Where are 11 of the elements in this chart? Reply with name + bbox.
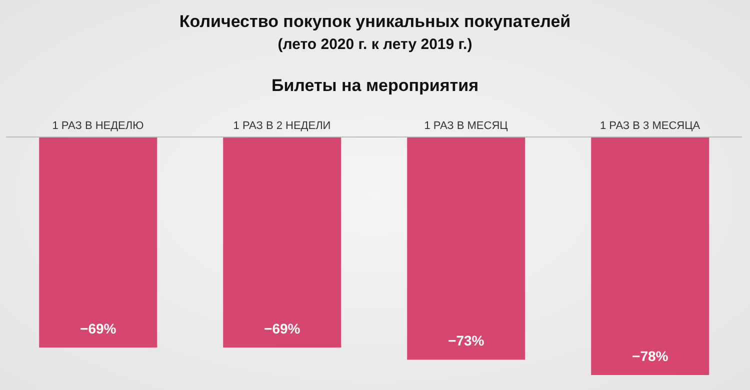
text: Билеты на мероприятия (270, 76, 480, 96)
chart-subtitle: (лето 2020 г. к лету 2019 г.) (276, 36, 474, 53)
data-label: −69% (80, 320, 117, 337)
x-tick-label: 1 РАЗ В 2 НЕДЕЛИ (233, 120, 331, 132)
x-tick-label: 1 РАЗ В НЕДЕЛЮ (52, 120, 144, 132)
x-tick-label: 1 РАЗ В 3 МЕСЯЦА (600, 120, 701, 132)
chart-title: Количество покупок уникальных покупателей (178, 12, 572, 32)
data-label: −69% (264, 320, 301, 337)
data-label: −78% (632, 348, 669, 364)
data-label: −73% (448, 332, 485, 349)
x-tick-label: 1 РАЗ В МЕСЯЦ (424, 120, 508, 132)
